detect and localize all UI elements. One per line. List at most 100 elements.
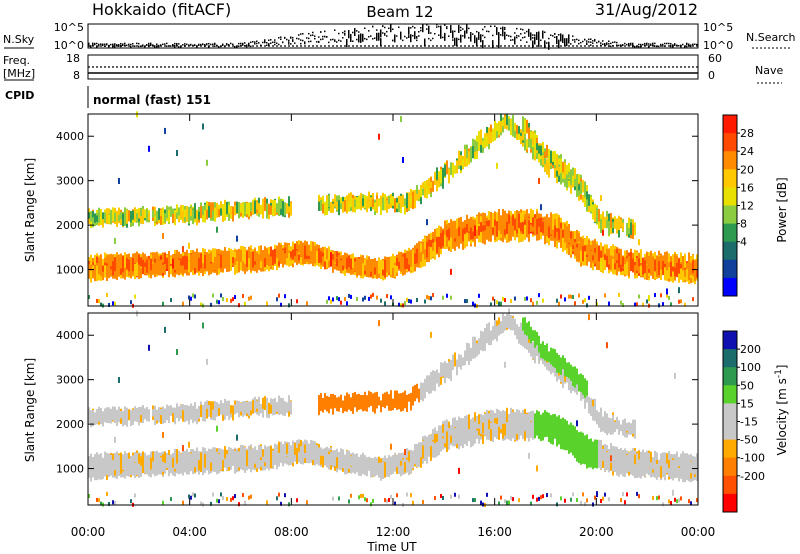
- echo-cell: [312, 253, 314, 262]
- echo-cell: [660, 265, 662, 280]
- echo-cell: [572, 170, 574, 185]
- echo-cell: [144, 253, 146, 263]
- nsky-point: [586, 42, 588, 44]
- nsky-tick-top: 10^5: [54, 21, 84, 34]
- echo-cell: [510, 219, 512, 229]
- nsky-frame: [87, 23, 699, 49]
- nsky-point: [454, 30, 456, 33]
- echo-cell: [594, 252, 596, 264]
- echo-cell: [678, 299, 680, 304]
- echo-cell: [154, 262, 156, 272]
- nsky-point: [372, 25, 374, 28]
- echo-cell: [418, 251, 420, 265]
- echo-cell: [400, 303, 402, 308]
- echo-cell: [100, 458, 102, 466]
- echo-cell: [336, 258, 338, 267]
- echo-cell: [684, 269, 686, 277]
- echo-cell: [586, 187, 588, 200]
- echo-cell: [420, 191, 422, 205]
- nsky-point: [498, 32, 500, 41]
- echo-cell: [666, 293, 668, 298]
- echo-cell: [408, 198, 410, 206]
- freq-panel: Freq. [MHz] 18 8 60 0 Nave: [3, 52, 783, 84]
- echo-cell: [404, 253, 406, 268]
- echo-cell: [640, 249, 642, 264]
- echo-cell: [168, 262, 170, 278]
- echo-cell: [654, 264, 656, 280]
- echo-cell: [484, 134, 486, 149]
- echo-cell: [626, 261, 628, 273]
- echo-cell: [510, 211, 512, 221]
- nsky-point: [540, 39, 542, 42]
- echo-cell: [560, 234, 562, 248]
- echo-cell: [98, 406, 100, 422]
- echo-cell: [594, 209, 596, 222]
- echo-cell: [576, 241, 578, 251]
- echo-cell: [328, 194, 330, 208]
- nsky-point: [214, 45, 216, 47]
- nsky-point: [104, 43, 106, 46]
- echo-cell: [686, 269, 688, 282]
- echo-cell: [228, 251, 230, 267]
- nsky-point: [268, 39, 270, 41]
- echo-cell: [330, 299, 332, 304]
- nsky-point: [152, 44, 154, 46]
- echo-cell: [434, 172, 436, 185]
- echo-cell: [510, 226, 512, 240]
- nsky-point: [644, 42, 646, 45]
- nsky-point: [154, 45, 156, 48]
- echo-cell: [566, 172, 568, 189]
- nsky-point: [546, 42, 548, 44]
- nsky-point: [294, 42, 296, 44]
- echo-cell: [674, 253, 676, 267]
- echo-cell: [224, 247, 226, 262]
- echo-cell: [548, 217, 550, 228]
- nsky-point: [376, 29, 378, 31]
- nsky-point: [124, 42, 126, 45]
- echo-cell: [140, 209, 142, 217]
- echo-cell: [124, 263, 126, 280]
- nsky-point: [400, 31, 402, 40]
- nsky-point: [282, 41, 284, 44]
- nsky-point: [538, 35, 540, 37]
- nsky-point: [362, 33, 364, 42]
- nsky-point: [440, 25, 442, 34]
- echo-cell: [370, 294, 372, 299]
- echo-cell: [242, 202, 244, 218]
- ytick-label: 1000: [56, 264, 84, 277]
- echo-cell: [280, 198, 282, 209]
- cpid-label: CPID: [5, 89, 34, 102]
- echo-cell: [538, 146, 540, 163]
- nsky-point: [592, 40, 594, 42]
- echo-cell: [470, 146, 472, 160]
- echo-cell: [284, 202, 286, 216]
- nsky-point: [448, 35, 450, 37]
- echo-cell: [172, 214, 174, 224]
- echo-cell: [110, 468, 112, 476]
- echo-cell: [658, 303, 660, 308]
- nsky-point: [500, 27, 502, 30]
- echo-cell: [440, 227, 442, 237]
- echo-cell: [348, 202, 350, 211]
- nsky-point: [650, 43, 652, 46]
- echo-cell: [450, 295, 452, 300]
- nsky-point: [384, 32, 386, 35]
- echo-cell: [308, 244, 310, 257]
- echo-cell: [230, 298, 232, 303]
- echo-cell: [454, 222, 456, 233]
- echo-cell: [404, 201, 406, 215]
- echo-cell: [654, 251, 656, 263]
- echo-cell: [100, 263, 102, 277]
- echo-cell: [376, 198, 378, 213]
- nsky-point: [544, 40, 546, 49]
- echo-cell: [116, 213, 118, 221]
- nsky-point: [386, 30, 388, 33]
- echo-cell: [554, 225, 556, 233]
- echo-cell: [138, 264, 140, 275]
- echo-cell: [120, 211, 122, 220]
- echo-cell: [252, 201, 254, 215]
- echo-cell: [126, 209, 128, 224]
- echo-cell: [496, 212, 498, 223]
- nsky-point: [502, 34, 504, 37]
- nsky-point: [666, 42, 668, 45]
